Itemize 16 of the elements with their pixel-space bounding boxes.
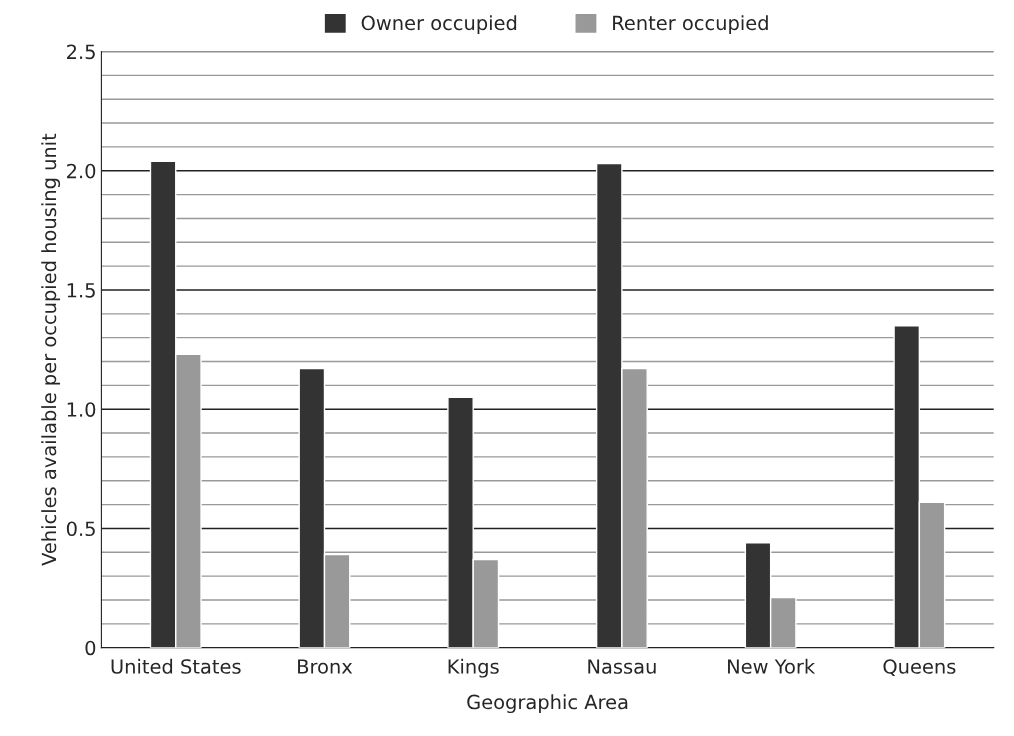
- y-tick-label: 2.5: [67, 44, 95, 60]
- x-tick-label: New York: [728, 658, 816, 674]
- y-tick-label: 1.0: [67, 402, 96, 417]
- legend-label: Renter occupied: [613, 15, 768, 35]
- x-tick-label: United States: [111, 658, 241, 674]
- y-tick-label: 2.0: [67, 163, 96, 179]
- x-tick-label: Kings: [448, 658, 499, 678]
- y-tick-label: 1.5: [67, 283, 95, 298]
- x-tick-label: Nassau: [588, 659, 656, 674]
- y-tick-label: 0.5: [66, 521, 95, 537]
- x-axis-title: Geographic Area: [467, 694, 628, 714]
- y-tick-label: 0: [85, 640, 96, 656]
- x-tick-label: Bronx: [298, 659, 353, 674]
- x-tick-label: Queens: [883, 659, 956, 677]
- y-axis-title: Vehicles available per occupied housing unit: [41, 133, 61, 566]
- legend-label: Owner occupied: [361, 15, 517, 35]
